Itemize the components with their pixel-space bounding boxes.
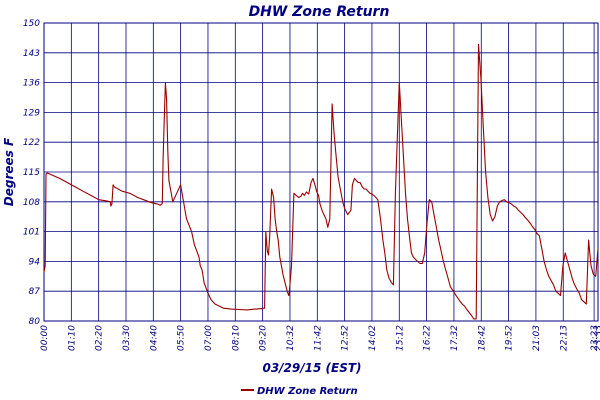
x-axis-ticks: 00:00 01:10 02:20 03:30 04:40 05:50 07:00 08:10… <box>40 325 600 351</box>
y-tick-label: 136 <box>23 79 40 89</box>
x-tick-label: 00:00 <box>40 325 50 351</box>
y-tick-label: 143 <box>23 49 40 59</box>
y-tick-label: 122 <box>23 138 40 148</box>
x-tick-label: 07:00 <box>204 325 214 351</box>
x-tick-label: 22:13 <box>559 325 569 351</box>
y-axis-label: Degrees F <box>2 137 16 206</box>
y-tick-label: 80 <box>29 317 41 327</box>
legend-label: DHW Zone Return <box>257 386 358 397</box>
x-tick-label: 08:10 <box>231 325 241 351</box>
x-tick-label: 01:10 <box>67 325 77 351</box>
y-tick-label: 115 <box>23 168 40 178</box>
x-tick-label: 23:33 <box>594 325 600 351</box>
x-tick-label: 17:32 <box>450 325 460 351</box>
x-tick-label: 09:20 <box>259 325 269 351</box>
x-tick-label: 23:23 <box>590 325 600 351</box>
y-axis-ticks: 80 87 94 101 108 115 122 129 136 143 150 <box>23 19 40 327</box>
y-tick-label: 150 <box>23 19 40 29</box>
y-tick-label: 87 <box>29 287 41 297</box>
legend: DHW Zone Return <box>241 386 358 397</box>
x-tick-label: 21:03 <box>532 325 542 351</box>
x-tick-label: 10:32 <box>286 325 296 351</box>
grid-lines <box>44 22 598 322</box>
x-tick-label: 11:42 <box>313 325 323 351</box>
series-line-dhw-zone-return <box>43 43 599 320</box>
y-tick-label: 108 <box>23 198 40 208</box>
y-tick-label: 129 <box>23 108 40 118</box>
x-tick-label: 05:50 <box>177 325 187 351</box>
x-tick-label: 16:22 <box>423 325 433 351</box>
y-tick-label: 94 <box>29 257 41 267</box>
plot-area-frame <box>43 22 599 322</box>
x-tick-label: 19:52 <box>505 325 515 351</box>
x-tick-label: 02:20 <box>95 325 105 351</box>
x-tick-label: 14:02 <box>368 325 378 351</box>
y-tick-label: 101 <box>23 228 40 238</box>
x-axis-label: 03/29/15 (EST) <box>262 361 361 375</box>
x-tick-label: 18:42 <box>477 325 487 351</box>
x-tick-label: 04:40 <box>149 325 159 351</box>
x-tick-label: 15:12 <box>395 325 405 351</box>
chart-title: DHW Zone Return <box>249 4 390 20</box>
x-tick-label: 12:52 <box>341 325 351 351</box>
x-tick-label: 03:30 <box>122 325 132 351</box>
